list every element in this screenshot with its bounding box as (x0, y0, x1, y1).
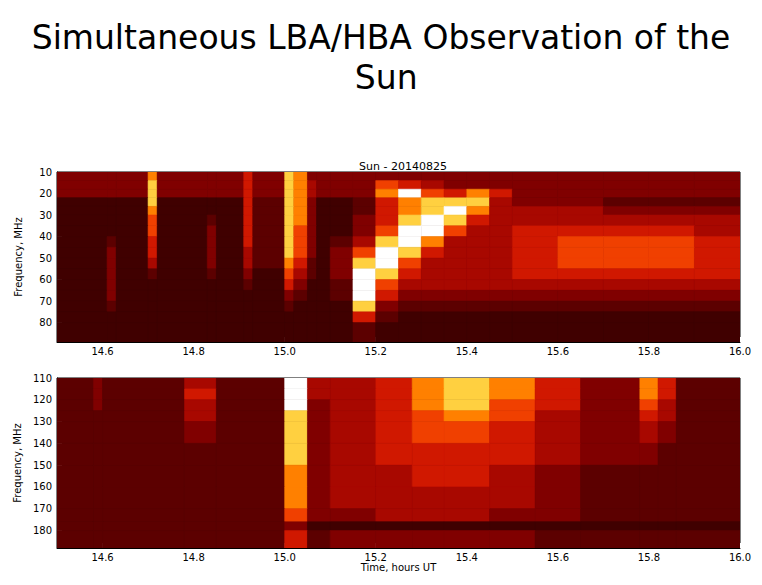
svg-text:15.4: 15.4 (456, 552, 478, 563)
svg-text:120: 120 (33, 394, 52, 405)
svg-text:70: 70 (39, 296, 52, 307)
svg-text:15.8: 15.8 (638, 346, 660, 357)
svg-text:Frequency, MHz: Frequency, MHz (13, 217, 24, 296)
svg-text:Time, hours UT: Time, hours UT (360, 562, 437, 573)
svg-text:15.8: 15.8 (638, 552, 660, 563)
svg-text:Frequency, MHz: Frequency, MHz (12, 423, 23, 502)
svg-text:50: 50 (39, 253, 52, 264)
svg-text:Simultaneous LBA/HBA Observati: Simultaneous LBA/HBA Observation of the (32, 18, 731, 57)
svg-text:14.8: 14.8 (182, 552, 204, 563)
svg-text:16.0: 16.0 (729, 346, 751, 357)
svg-text:16.0: 16.0 (729, 552, 751, 563)
svg-text:14.8: 14.8 (182, 346, 204, 357)
svg-text:140: 140 (33, 438, 52, 449)
svg-text:110: 110 (33, 373, 52, 384)
svg-text:15.6: 15.6 (547, 552, 569, 563)
svg-text:20: 20 (39, 188, 52, 199)
svg-text:40: 40 (39, 231, 52, 242)
svg-text:10: 10 (39, 167, 52, 178)
svg-text:15.2: 15.2 (365, 346, 387, 357)
svg-text:130: 130 (33, 416, 52, 427)
svg-text:14.6: 14.6 (91, 552, 113, 563)
svg-text:30: 30 (39, 210, 52, 221)
svg-text:170: 170 (33, 503, 52, 514)
svg-text:Sun: Sun (344, 58, 417, 97)
svg-text:14.6: 14.6 (91, 346, 113, 357)
svg-text:180: 180 (33, 525, 52, 536)
svg-text:15.0: 15.0 (274, 552, 296, 563)
svg-text:150: 150 (33, 460, 52, 471)
svg-text:15.0: 15.0 (274, 346, 296, 357)
svg-text:60: 60 (39, 274, 52, 285)
svg-text:15.2: 15.2 (365, 552, 387, 563)
svg-text:Sun - 20140825: Sun - 20140825 (359, 160, 447, 173)
svg-text:15.6: 15.6 (547, 346, 569, 357)
svg-text:15.4: 15.4 (456, 346, 478, 357)
svg-text:160: 160 (33, 481, 52, 492)
svg-text:80: 80 (39, 317, 52, 328)
